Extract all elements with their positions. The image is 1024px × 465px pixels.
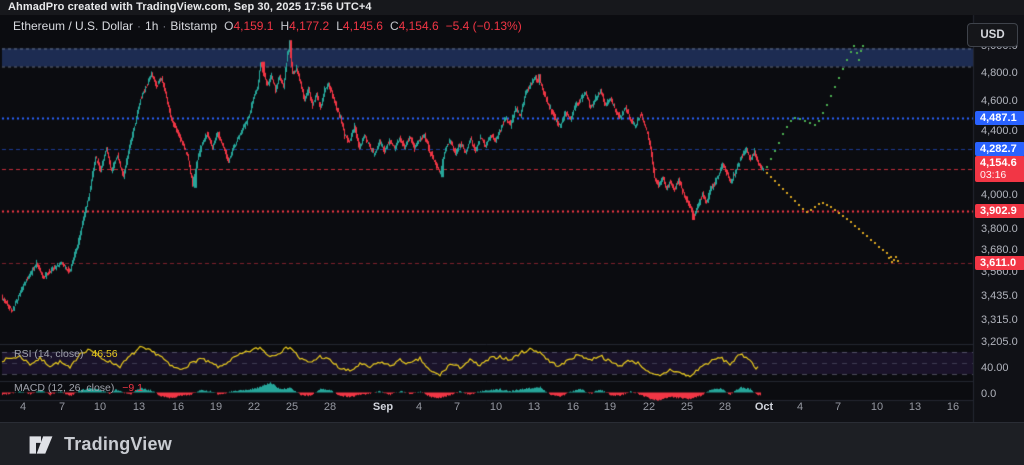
price-axis-tick: 4,600.0 (981, 95, 1018, 108)
price-level-tag: 4,282.7 (975, 141, 1024, 156)
macd-value: −9.1 (122, 382, 144, 394)
close-label: C (389, 19, 399, 33)
symbol-legend[interactable]: Ethereum / U.S. Dollar · 1h · Bitstamp O4,159… (13, 19, 522, 33)
price-axis-tick: 4,000.0 (981, 188, 1018, 201)
open-value: 4,159.1 (233, 19, 274, 33)
footer-bar: TradingView (0, 422, 1024, 465)
time-axis-tick: 10 (93, 401, 107, 413)
time-axis-tick: 16 (946, 401, 960, 413)
price-level-tag: 3,902.9 (975, 203, 1024, 218)
time-axis-tick: 28 (323, 401, 337, 413)
time-axis-tick: 16 (171, 401, 185, 413)
time-axis-tick: 4 (19, 401, 27, 413)
time-axis-tick: 13 (527, 401, 541, 413)
current-price-tag: 4,154.6 03:16 (975, 156, 1024, 183)
price-axis-tick: 4,400.0 (981, 124, 1018, 137)
high-label: H (280, 19, 290, 33)
time-axis-tick: 25 (680, 401, 694, 413)
main-chart-canvas[interactable] (0, 0, 1024, 422)
legend-separator: · (137, 19, 142, 33)
tradingview-logo-icon (29, 435, 53, 454)
open-label: O (224, 19, 234, 33)
macd-label: MACD (12, 26, close) (14, 382, 115, 394)
macd-legend[interactable]: MACD (12, 26, close) −9.1 (14, 382, 143, 394)
change-value: −5.4 (−0.13%) (445, 19, 522, 33)
exchange-label: Bitstamp (170, 19, 218, 33)
time-axis-tick: 4 (796, 401, 804, 413)
time-axis-tick: 10 (489, 401, 503, 413)
symbol-name: Ethereum / U.S. Dollar (13, 19, 134, 33)
tradingview-brand-text: TradingView (64, 434, 172, 454)
high-value: 4,177.2 (289, 19, 330, 33)
time-axis-tick: 19 (603, 401, 617, 413)
time-axis-tick: 4 (415, 401, 423, 413)
time-axis-tick: 25 (285, 401, 299, 413)
rsi-axis-tick: 40.00 (981, 362, 1009, 374)
timeframe-label: 1h (145, 19, 159, 33)
price-axis-tick: 3,800.0 (981, 222, 1018, 235)
time-axis-month-label: Sep (372, 401, 394, 413)
price-axis-tick: 3,205.0 (981, 336, 1018, 349)
time-axis-tick: 19 (209, 401, 223, 413)
legend-separator: · (162, 19, 167, 33)
low-label: L (336, 19, 343, 33)
time-axis-tick: 22 (642, 401, 656, 413)
time-axis-tick: 7 (453, 401, 461, 413)
time-axis-tick: 22 (247, 401, 261, 413)
close-value: 4,154.6 (398, 19, 439, 33)
rsi-label: RSI (14, close) (14, 348, 84, 360)
currency-toggle-button[interactable]: USD (967, 23, 1018, 47)
attribution-bar: AhmadPro created with TradingView.com, S… (0, 0, 1024, 15)
price-level-tag: 3,611.0 (975, 255, 1024, 270)
time-axis-tick: 13 (132, 401, 146, 413)
price-axis-tick: 3,680.0 (981, 244, 1018, 257)
time-axis-tick: 16 (566, 401, 580, 413)
time-axis-tick: 7 (58, 401, 66, 413)
rsi-value: 46.56 (91, 348, 118, 360)
time-axis-tick: 28 (718, 401, 732, 413)
attribution-text: AhmadPro created with TradingView.com, S… (8, 1, 372, 13)
rsi-legend[interactable]: RSI (14, close) 46.56 (14, 348, 118, 360)
price-level-tag: 4,487.1 (975, 110, 1024, 125)
time-axis-tick: 10 (870, 401, 884, 413)
time-axis-tick: 13 (908, 401, 922, 413)
time-axis-tick: 7 (834, 401, 842, 413)
price-axis-tick: 4,800.0 (981, 66, 1018, 79)
macd-axis-tick: 0.0 (981, 388, 997, 400)
low-value: 4,145.6 (342, 19, 383, 33)
time-axis-month-label: Oct (754, 401, 774, 413)
price-axis-tick: 3,315.0 (981, 313, 1018, 326)
price-axis-tick: 3,435.0 (981, 290, 1018, 303)
